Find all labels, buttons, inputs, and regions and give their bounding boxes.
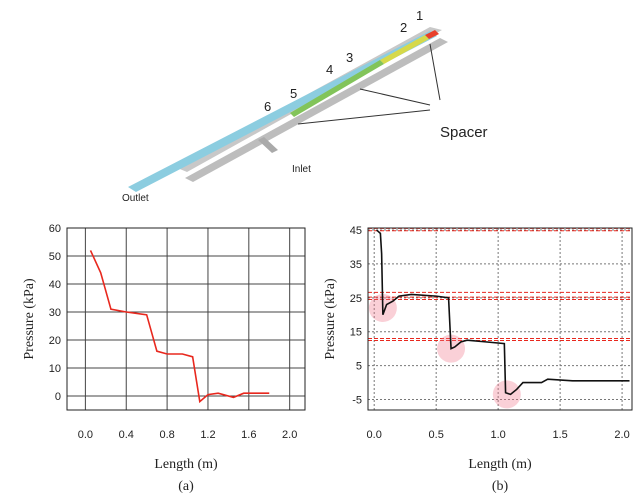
y-tick-label: 40: [49, 279, 61, 291]
pipe-diagram: 1 2 3 4 5 6 Spacer Inlet Outlet: [122, 8, 488, 204]
x-tick-label: 0.0: [78, 429, 93, 441]
label-3: 3: [346, 50, 353, 65]
y-axis-label: Pressure (kPa): [323, 278, 338, 360]
data-line: [376, 229, 630, 396]
y-tick-label: 30: [49, 307, 61, 319]
y-tick-label: 35: [350, 259, 362, 271]
x-tick-label: 0.4: [119, 429, 134, 441]
y-tick-label: 45: [350, 225, 362, 237]
x-tick-label: 1.5: [552, 429, 567, 441]
plot-frame: [367, 227, 633, 411]
x-tick-label: 1.2: [200, 429, 215, 441]
inlet-label: Inlet: [292, 164, 311, 175]
x-tick-label: 0.5: [429, 429, 444, 441]
label-4: 4: [326, 62, 333, 77]
y-tick-label: -5: [352, 394, 362, 406]
caption: (b): [492, 479, 509, 494]
x-tick-label: 1.0: [490, 429, 505, 441]
highlight: [492, 380, 521, 409]
x-tick-label: 2.0: [614, 429, 629, 441]
y-tick-label: 0: [55, 391, 61, 403]
x-tick-label: 0.8: [159, 429, 174, 441]
label-2: 2: [400, 20, 407, 35]
y-tick-label: 60: [49, 223, 61, 235]
plot-frame: [66, 227, 306, 411]
y-tick-label: 5: [356, 361, 362, 373]
x-tick-label: 0.0: [367, 429, 382, 441]
y-tick-label: 15: [350, 327, 362, 339]
y-tick-label: 50: [49, 251, 61, 263]
label-5: 5: [290, 86, 297, 101]
label-1: 1: [416, 8, 423, 23]
y-tick-label: 10: [49, 363, 61, 375]
caption: (a): [178, 479, 194, 494]
label-6: 6: [264, 99, 271, 114]
outlet-label: Outlet: [122, 193, 149, 204]
y-axis-label: Pressure (kPa): [22, 278, 37, 360]
y-tick-label: 25: [350, 293, 362, 305]
x-axis-label: Length (m): [468, 457, 532, 472]
x-tick-label: 1.6: [241, 429, 256, 441]
spacer-label: Spacer: [440, 124, 488, 141]
y-tick-label: 20: [49, 335, 61, 347]
x-axis-label: Length (m): [154, 457, 218, 472]
x-tick-label: 2.0: [282, 429, 297, 441]
data-line: [89, 250, 270, 404]
